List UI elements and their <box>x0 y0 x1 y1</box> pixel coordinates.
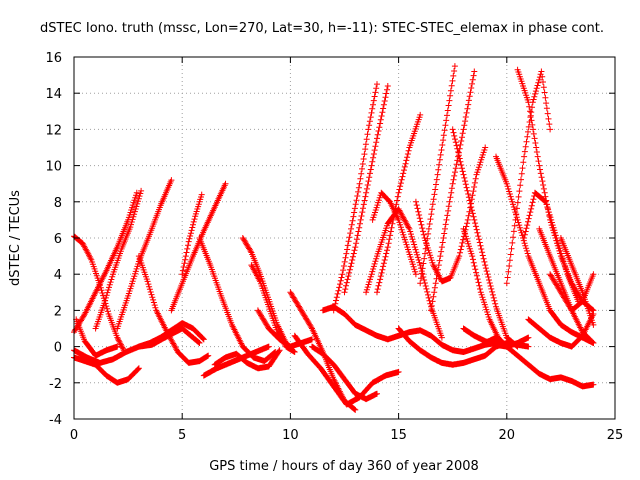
series-28 <box>412 144 489 285</box>
y-tick-label: 12 <box>45 123 62 138</box>
series-markers <box>374 111 424 296</box>
series-31 <box>449 126 521 350</box>
series-markers <box>341 83 391 296</box>
series-markers <box>428 68 478 314</box>
series-38 <box>521 189 582 305</box>
x-tick-label: 10 <box>282 428 299 443</box>
series-markers <box>493 153 597 346</box>
x-tick-label: 0 <box>70 428 78 443</box>
series-8 <box>135 253 212 366</box>
series-22 <box>330 81 380 314</box>
series-20 <box>309 343 380 403</box>
series-markers <box>71 189 140 336</box>
x-axis-title: GPS time / hours of day 360 of year 2008 <box>209 459 479 474</box>
series-markers <box>330 81 380 314</box>
x-tick-label: 5 <box>178 428 186 443</box>
series-markers <box>291 332 402 408</box>
y-tick-label: 2 <box>54 304 62 319</box>
series-1 <box>71 189 140 336</box>
series-14 <box>211 347 283 372</box>
series-markers <box>503 68 554 287</box>
series-26 <box>374 111 424 296</box>
series-markers <box>135 320 207 350</box>
series-markers <box>309 343 380 403</box>
series-markers <box>92 187 145 332</box>
series-39 <box>525 311 597 350</box>
series-30 <box>428 68 478 314</box>
series-34 <box>482 334 597 390</box>
series-markers <box>168 180 229 314</box>
series-markers <box>557 235 597 328</box>
series-markers <box>179 191 205 278</box>
series-17 <box>254 307 315 350</box>
series-10 <box>168 180 229 314</box>
series-markers <box>412 144 489 285</box>
series-9 <box>135 320 207 350</box>
series-markers <box>73 316 121 359</box>
series-19 <box>291 332 402 408</box>
y-tick-label: 16 <box>45 51 62 66</box>
data-markers <box>71 63 597 413</box>
y-tick-label: 10 <box>45 160 62 175</box>
series-markers <box>417 63 458 287</box>
series-markers <box>514 66 597 314</box>
series-6 <box>92 187 145 332</box>
y-tick-label: 6 <box>54 232 62 247</box>
series-markers <box>521 189 582 305</box>
chart-title: dSTEC Iono. truth (mssc, Lon=270, Lat=30… <box>40 21 604 36</box>
y-tick-labels: -4 -2 0 2 4 6 8 10 12 14 16 <box>45 51 62 428</box>
series-35 <box>493 153 597 346</box>
y-tick-label: 8 <box>54 196 62 211</box>
grid <box>74 57 615 419</box>
series-markers <box>449 126 521 350</box>
series-5 <box>73 316 121 359</box>
y-tick-label: 14 <box>45 87 62 102</box>
series-markers <box>363 206 445 341</box>
series-42 <box>557 235 597 328</box>
series-markers <box>114 177 175 332</box>
series-23 <box>341 83 391 296</box>
series-7 <box>114 177 175 332</box>
series-36 <box>503 68 554 287</box>
y-axis-title: dSTEC / TECUs <box>8 190 23 286</box>
series-markers <box>254 307 315 350</box>
series-37 <box>514 66 597 314</box>
series-11 <box>179 191 205 278</box>
y-tick-label: -2 <box>49 377 62 392</box>
y-tick-label: 4 <box>54 268 62 283</box>
y-tick-label: 0 <box>54 341 62 356</box>
plot-frame <box>73 56 616 420</box>
x-tick-label: 25 <box>607 428 624 443</box>
series-markers <box>135 253 212 366</box>
series-markers <box>525 311 597 350</box>
x-tick-labels: 0 5 10 15 20 25 <box>70 428 623 443</box>
series-24 <box>363 206 445 341</box>
series-29 <box>417 63 458 287</box>
series-25 <box>369 189 419 278</box>
series-markers <box>369 189 419 278</box>
x-tick-label: 20 <box>499 428 516 443</box>
series-markers <box>211 347 283 372</box>
series-markers <box>482 334 597 390</box>
y-tick-label: -4 <box>49 413 62 428</box>
axis-ticks <box>73 56 616 420</box>
x-tick-label: 15 <box>390 428 407 443</box>
